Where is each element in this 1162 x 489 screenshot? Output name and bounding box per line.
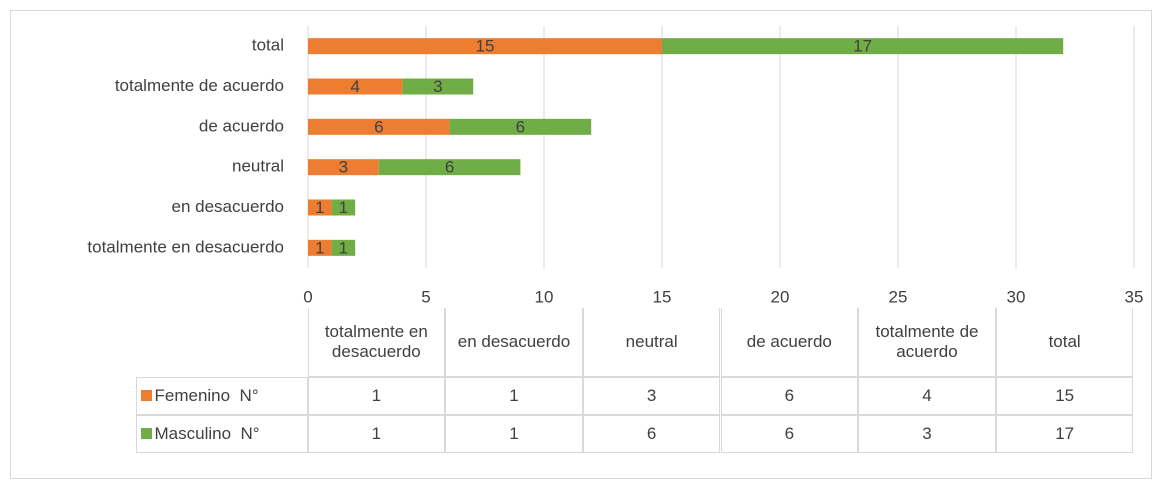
bar [402,78,474,95]
x-tick-label: 30 [1007,287,1026,306]
table-value: 17 [995,414,1134,453]
y-tick-label: en desacuerdo [172,197,284,216]
bar [308,199,332,216]
bar [449,118,592,135]
table-value: 6 [582,414,721,453]
table-value: 4 [858,376,996,415]
y-tick-label: de acuerdo [199,116,284,135]
table-value: 1 [307,376,446,415]
data-label: 1 [339,238,348,257]
data-label: 15 [476,37,495,56]
x-tick-label: 5 [421,287,430,306]
bar [308,118,450,135]
table-header: en desacuerdo [445,307,583,377]
table-header: total [995,307,1134,377]
x-tick-label: 0 [303,287,312,306]
bar [662,38,1064,55]
legend-cell: Femenino N° [135,376,308,415]
data-label: 3 [433,77,442,96]
table-value: 1 [445,414,583,453]
y-tick-label: neutral [232,157,284,176]
legend-swatch [140,428,152,439]
bar [308,38,662,55]
table-header: totalmente en desacuerdo [307,307,446,377]
table-header: de acuerdo [720,307,859,377]
x-tick-label: 35 [1125,287,1144,306]
x-tick-label: 10 [535,287,554,306]
y-tick-label: total [252,36,284,55]
x-tick-label: 20 [771,287,790,306]
table-value: 1 [307,414,446,453]
table-value: 1 [445,376,583,415]
y-tick-label: totalmente en desacuerdo [87,237,284,256]
x-tick-label: 15 [653,287,672,306]
data-label: 6 [516,117,525,136]
x-tick-label: 25 [889,287,908,306]
data-label: 3 [339,158,348,177]
bar [331,199,356,216]
legend-label: Femenino N° [154,385,259,405]
bar [308,78,403,95]
y-tick-label: totalmente de acuerdo [115,76,284,95]
data-label: 1 [315,198,324,217]
bar [308,159,379,176]
data-label: 1 [339,198,348,217]
table-header: totalmente de acuerdo [858,307,996,377]
legend-swatch [140,390,152,401]
data-label: 4 [350,77,359,96]
data-label: 6 [374,117,383,136]
data-label: 6 [445,158,454,177]
legend-label: Masculino N° [154,423,260,443]
table-value: 6 [720,414,859,453]
bar [331,239,356,256]
data-label: 17 [853,37,872,56]
chart-border [10,10,1152,479]
bar [308,239,332,256]
table-value: 6 [720,376,859,415]
data-label: 1 [315,238,324,257]
bar [378,159,521,176]
table-value: 15 [995,376,1134,415]
table-header: neutral [582,307,721,377]
table-value: 3 [858,414,996,453]
table-value: 3 [582,376,721,415]
legend-cell: Masculino N° [135,414,308,453]
